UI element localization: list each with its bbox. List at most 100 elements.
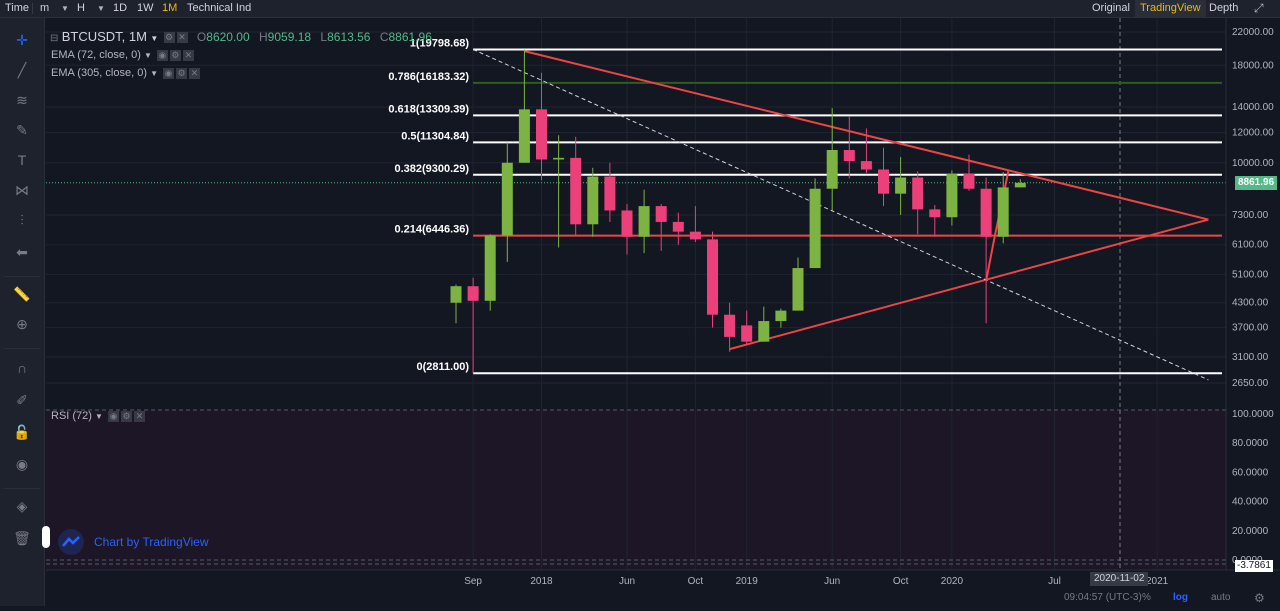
rsi-axis-label: 80.0000 <box>1232 438 1269 449</box>
rsi-legend[interactable]: RSI (72) ▼ ◉ ⚙ ✕ <box>51 410 146 422</box>
candle-body <box>484 235 496 301</box>
chart-settings-icon[interactable]: ⚙ <box>1254 591 1265 605</box>
symbol-title[interactable]: BTCUSDT, 1M <box>61 29 147 44</box>
candle-body <box>518 109 530 163</box>
rsi-label: RSI (72) <box>51 410 92 422</box>
interval-hour-button[interactable]: H <box>77 2 85 14</box>
candle-body <box>570 157 582 225</box>
interval-1m-button[interactable]: 1M <box>162 2 178 14</box>
ruler-icon[interactable]: 📏 <box>13 286 31 302</box>
toolbar-divider <box>32 3 33 14</box>
stay-drawing-icon[interactable]: ✐ <box>16 392 28 408</box>
candle-body <box>553 157 565 160</box>
settings-icon[interactable]: ⚙ <box>176 67 188 79</box>
zoom-in-icon[interactable]: ⊕ <box>16 316 28 332</box>
eye-icon[interactable]: ◉ <box>163 67 175 79</box>
rsi-dropdown-icon[interactable]: ▼ <box>95 412 103 421</box>
auto-toggle[interactable]: auto <box>1211 592 1231 603</box>
ema72-label: EMA (72, close, 0) <box>51 49 141 61</box>
rsi-current-tag: -3.7861 <box>1235 560 1273 572</box>
symbol-dropdown-icon[interactable]: ▼ <box>150 34 159 43</box>
price-axis-label: 3100.00 <box>1232 352 1269 363</box>
price-chart[interactable]: 1(19798.68) 0.786(16183.32) 0.618(13309.39… <box>46 18 1280 606</box>
candle-body <box>860 161 872 170</box>
fib-level-label: 0.5(11304.84) <box>401 130 469 142</box>
candle-body <box>672 221 684 232</box>
legend-collapse-icon[interactable]: ⊟ <box>50 33 59 44</box>
fib-level-label: 0.382(9300.29) <box>394 163 469 175</box>
low-value: 8613.56 <box>327 30 371 44</box>
settings-icon[interactable]: ⚙ <box>163 32 175 44</box>
interval-1d-button[interactable]: 1D <box>113 2 128 14</box>
minute-dropdown-caret-icon[interactable]: ▼ <box>61 4 69 13</box>
rsi-axis-label: 20.0000 <box>1232 526 1269 537</box>
interval-1w-button[interactable]: 1W <box>137 2 154 14</box>
ema305-dropdown-icon[interactable]: ▼ <box>150 69 158 78</box>
ema305-legend[interactable]: EMA (305, close, 0) ▼ ◉ ⚙ ✕ <box>51 67 201 79</box>
ema305-label: EMA (305, close, 0) <box>51 67 147 79</box>
rsi-axis-label: 60.0000 <box>1232 467 1269 478</box>
close-icon[interactable]: ✕ <box>182 49 194 61</box>
interval-minute-button[interactable]: m <box>40 2 50 14</box>
low-label: L <box>320 30 328 44</box>
tab-tradingview[interactable]: TradingView <box>1135 0 1206 17</box>
high-value: 9059.18 <box>267 30 312 44</box>
candle-body <box>963 173 975 189</box>
text-tool-icon[interactable]: T <box>17 152 27 168</box>
fib-level-label: 0(2811.00) <box>416 361 469 373</box>
layers-icon[interactable]: ◈ <box>16 498 28 514</box>
fib-level-label: 0.786(16183.32) <box>388 71 469 83</box>
eye-icon[interactable]: ◉ <box>15 456 29 472</box>
technical-indicators-button[interactable]: Technical Ind <box>187 2 252 14</box>
interval-time-button[interactable]: Time <box>5 2 30 14</box>
brush-icon[interactable]: ✎ <box>16 122 28 138</box>
toolbar-divider <box>4 348 40 349</box>
pattern-icon[interactable]: ⋈ <box>15 182 29 198</box>
candle-body <box>587 176 599 225</box>
candle-body <box>980 188 992 237</box>
tab-depth[interactable]: Depth <box>1209 2 1239 14</box>
time-axis-label: Oct <box>688 576 704 587</box>
prediction-icon[interactable]: ⫶ <box>20 212 24 228</box>
candle-body <box>655 206 667 222</box>
toolbar-collapse-handle[interactable] <box>42 526 50 548</box>
back-arrow-icon[interactable]: ⬅ <box>16 244 28 260</box>
tradingview-watermark[interactable]: Chart by TradingView <box>58 528 209 556</box>
rsi-axis-label: 100.0000 <box>1232 409 1274 420</box>
close-icon[interactable]: ✕ <box>134 410 146 422</box>
candle-body <box>895 177 907 194</box>
eye-icon[interactable]: ◉ <box>156 49 168 61</box>
close-icon[interactable]: ✕ <box>176 32 188 44</box>
percent-toggle[interactable]: % <box>1142 592 1151 603</box>
candle-body <box>929 209 941 218</box>
ema72-legend[interactable]: EMA (72, close, 0) ▼ ◉ ⚙ ✕ <box>51 49 194 61</box>
trend-line-icon[interactable]: ╱ <box>17 62 27 78</box>
eye-icon[interactable]: ◉ <box>108 410 120 422</box>
toolbar-divider <box>4 488 40 489</box>
chart-area[interactable]: 1(19798.68) 0.786(16183.32) 0.618(13309.39… <box>46 18 1280 606</box>
candlestick-series <box>450 49 1026 374</box>
candle-body <box>758 321 770 342</box>
time-axis-label: Jun <box>619 576 635 587</box>
close-value: 8861.96 <box>388 30 432 44</box>
trash-icon[interactable]: 🗑 <box>13 530 31 546</box>
close-icon[interactable]: ✕ <box>189 67 201 79</box>
ema72-dropdown-icon[interactable]: ▼ <box>143 51 152 60</box>
settings-icon[interactable]: ⚙ <box>121 410 133 422</box>
log-toggle[interactable]: log <box>1173 592 1188 603</box>
tab-original[interactable]: Original <box>1092 2 1130 14</box>
price-axis: 22000.00 18000.00 14000.00 12000.00 10000.00… <box>1232 27 1274 389</box>
fullscreen-icon[interactable]: ⤢ <box>1254 1 1264 15</box>
time-axis-label: Oct <box>893 576 909 587</box>
fib-tool-icon[interactable]: ≋ <box>16 92 28 108</box>
settings-icon[interactable]: ⚙ <box>169 49 181 61</box>
price-axis-label: 3700.00 <box>1232 323 1269 334</box>
triangle-trend-line <box>729 218 1209 351</box>
time-axis-label: Sep <box>464 576 482 587</box>
candle-body <box>604 176 616 211</box>
crosshair-icon[interactable]: ✛ <box>16 32 28 48</box>
open-label: O <box>196 30 207 44</box>
hour-dropdown-caret-icon[interactable]: ▼ <box>97 4 105 13</box>
lock-icon[interactable]: 🔓 <box>13 424 31 440</box>
magnet-icon[interactable]: ∩ <box>16 360 28 376</box>
